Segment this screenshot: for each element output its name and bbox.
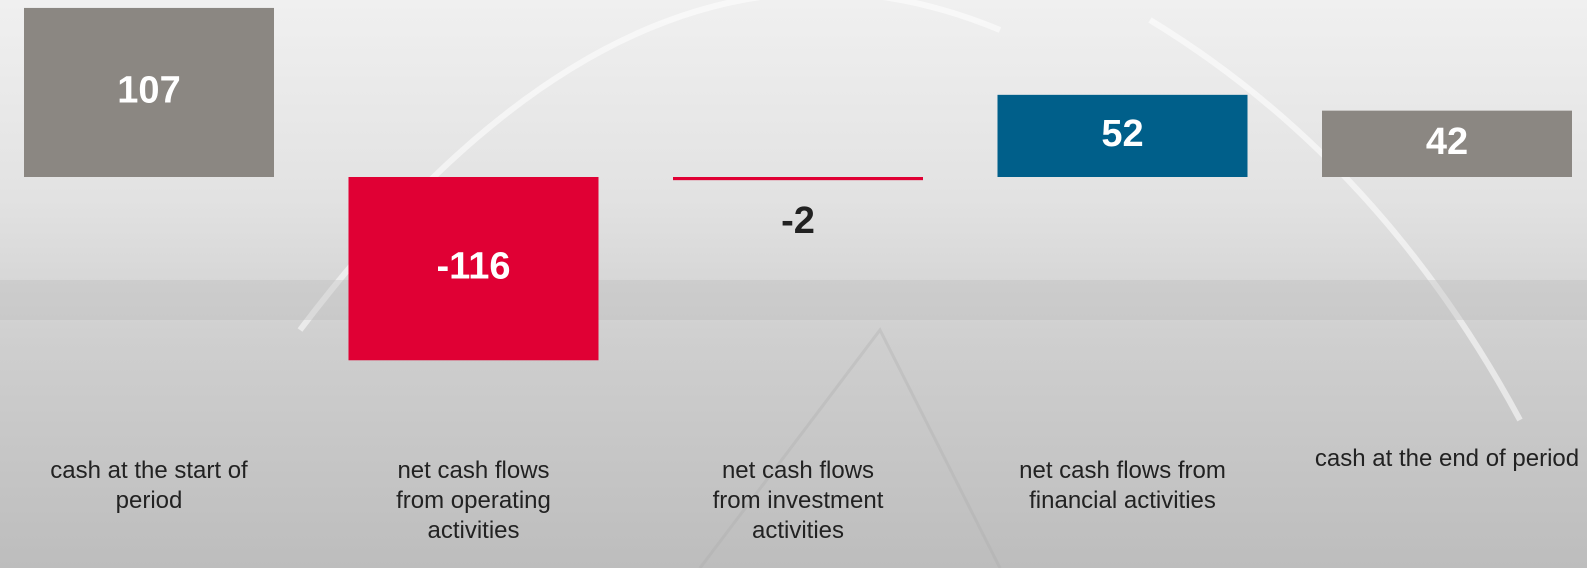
- value-label: 42: [1426, 121, 1468, 163]
- bar: [673, 177, 923, 180]
- category-label: cash at the end of period: [1312, 444, 1582, 474]
- page: 107-116-25242 (() => { const data = JSON…: [0, 0, 1587, 568]
- category-label: net cash flows from investment activitie…: [698, 456, 898, 546]
- category-label: net cash flows from operating activities: [374, 456, 574, 546]
- category-label: net cash flows from financial activities: [988, 456, 1258, 516]
- value-label: -2: [781, 200, 815, 242]
- value-label: 52: [1101, 113, 1143, 155]
- value-label: -116: [437, 246, 511, 288]
- value-label: 107: [117, 70, 180, 112]
- category-label: cash at the start of period: [14, 456, 284, 516]
